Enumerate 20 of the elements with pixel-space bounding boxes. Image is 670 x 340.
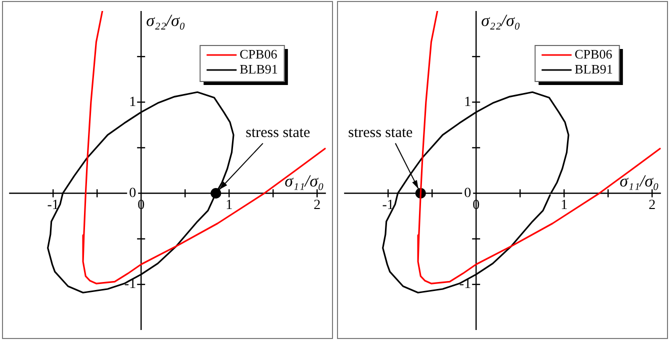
annotation: stress state (348, 125, 414, 142)
x-axis-title: σ₁₁/σ₀ (620, 171, 659, 190)
x-tick-label: 1 (560, 198, 568, 213)
x-tick-label: -1 (47, 198, 59, 213)
legend-label: CPB06 (574, 46, 613, 62)
legend-label: BLB91 (240, 61, 278, 76)
x-tick-label: 2 (314, 198, 321, 213)
x-tick-label: 2 (648, 198, 656, 213)
legend-label: BLB91 (574, 61, 613, 76)
legend-label: CPB06 (240, 46, 278, 62)
y-tick-label: 0 (464, 186, 472, 201)
annotation: stress state (246, 125, 311, 142)
y-axis-title: σ₂₂/σ₀ (481, 10, 520, 30)
y-tick-label: 1 (464, 94, 472, 110)
x-tick-label: -1 (382, 198, 394, 213)
y-tick-label: 1 (129, 94, 136, 110)
y-tick-label: 0 (129, 186, 136, 201)
x-axis-title: σ₁₁/σ₀ (284, 171, 324, 190)
x-tick-label: 1 (226, 198, 233, 213)
y-axis-title: σ₂₂/σ₀ (146, 10, 186, 30)
